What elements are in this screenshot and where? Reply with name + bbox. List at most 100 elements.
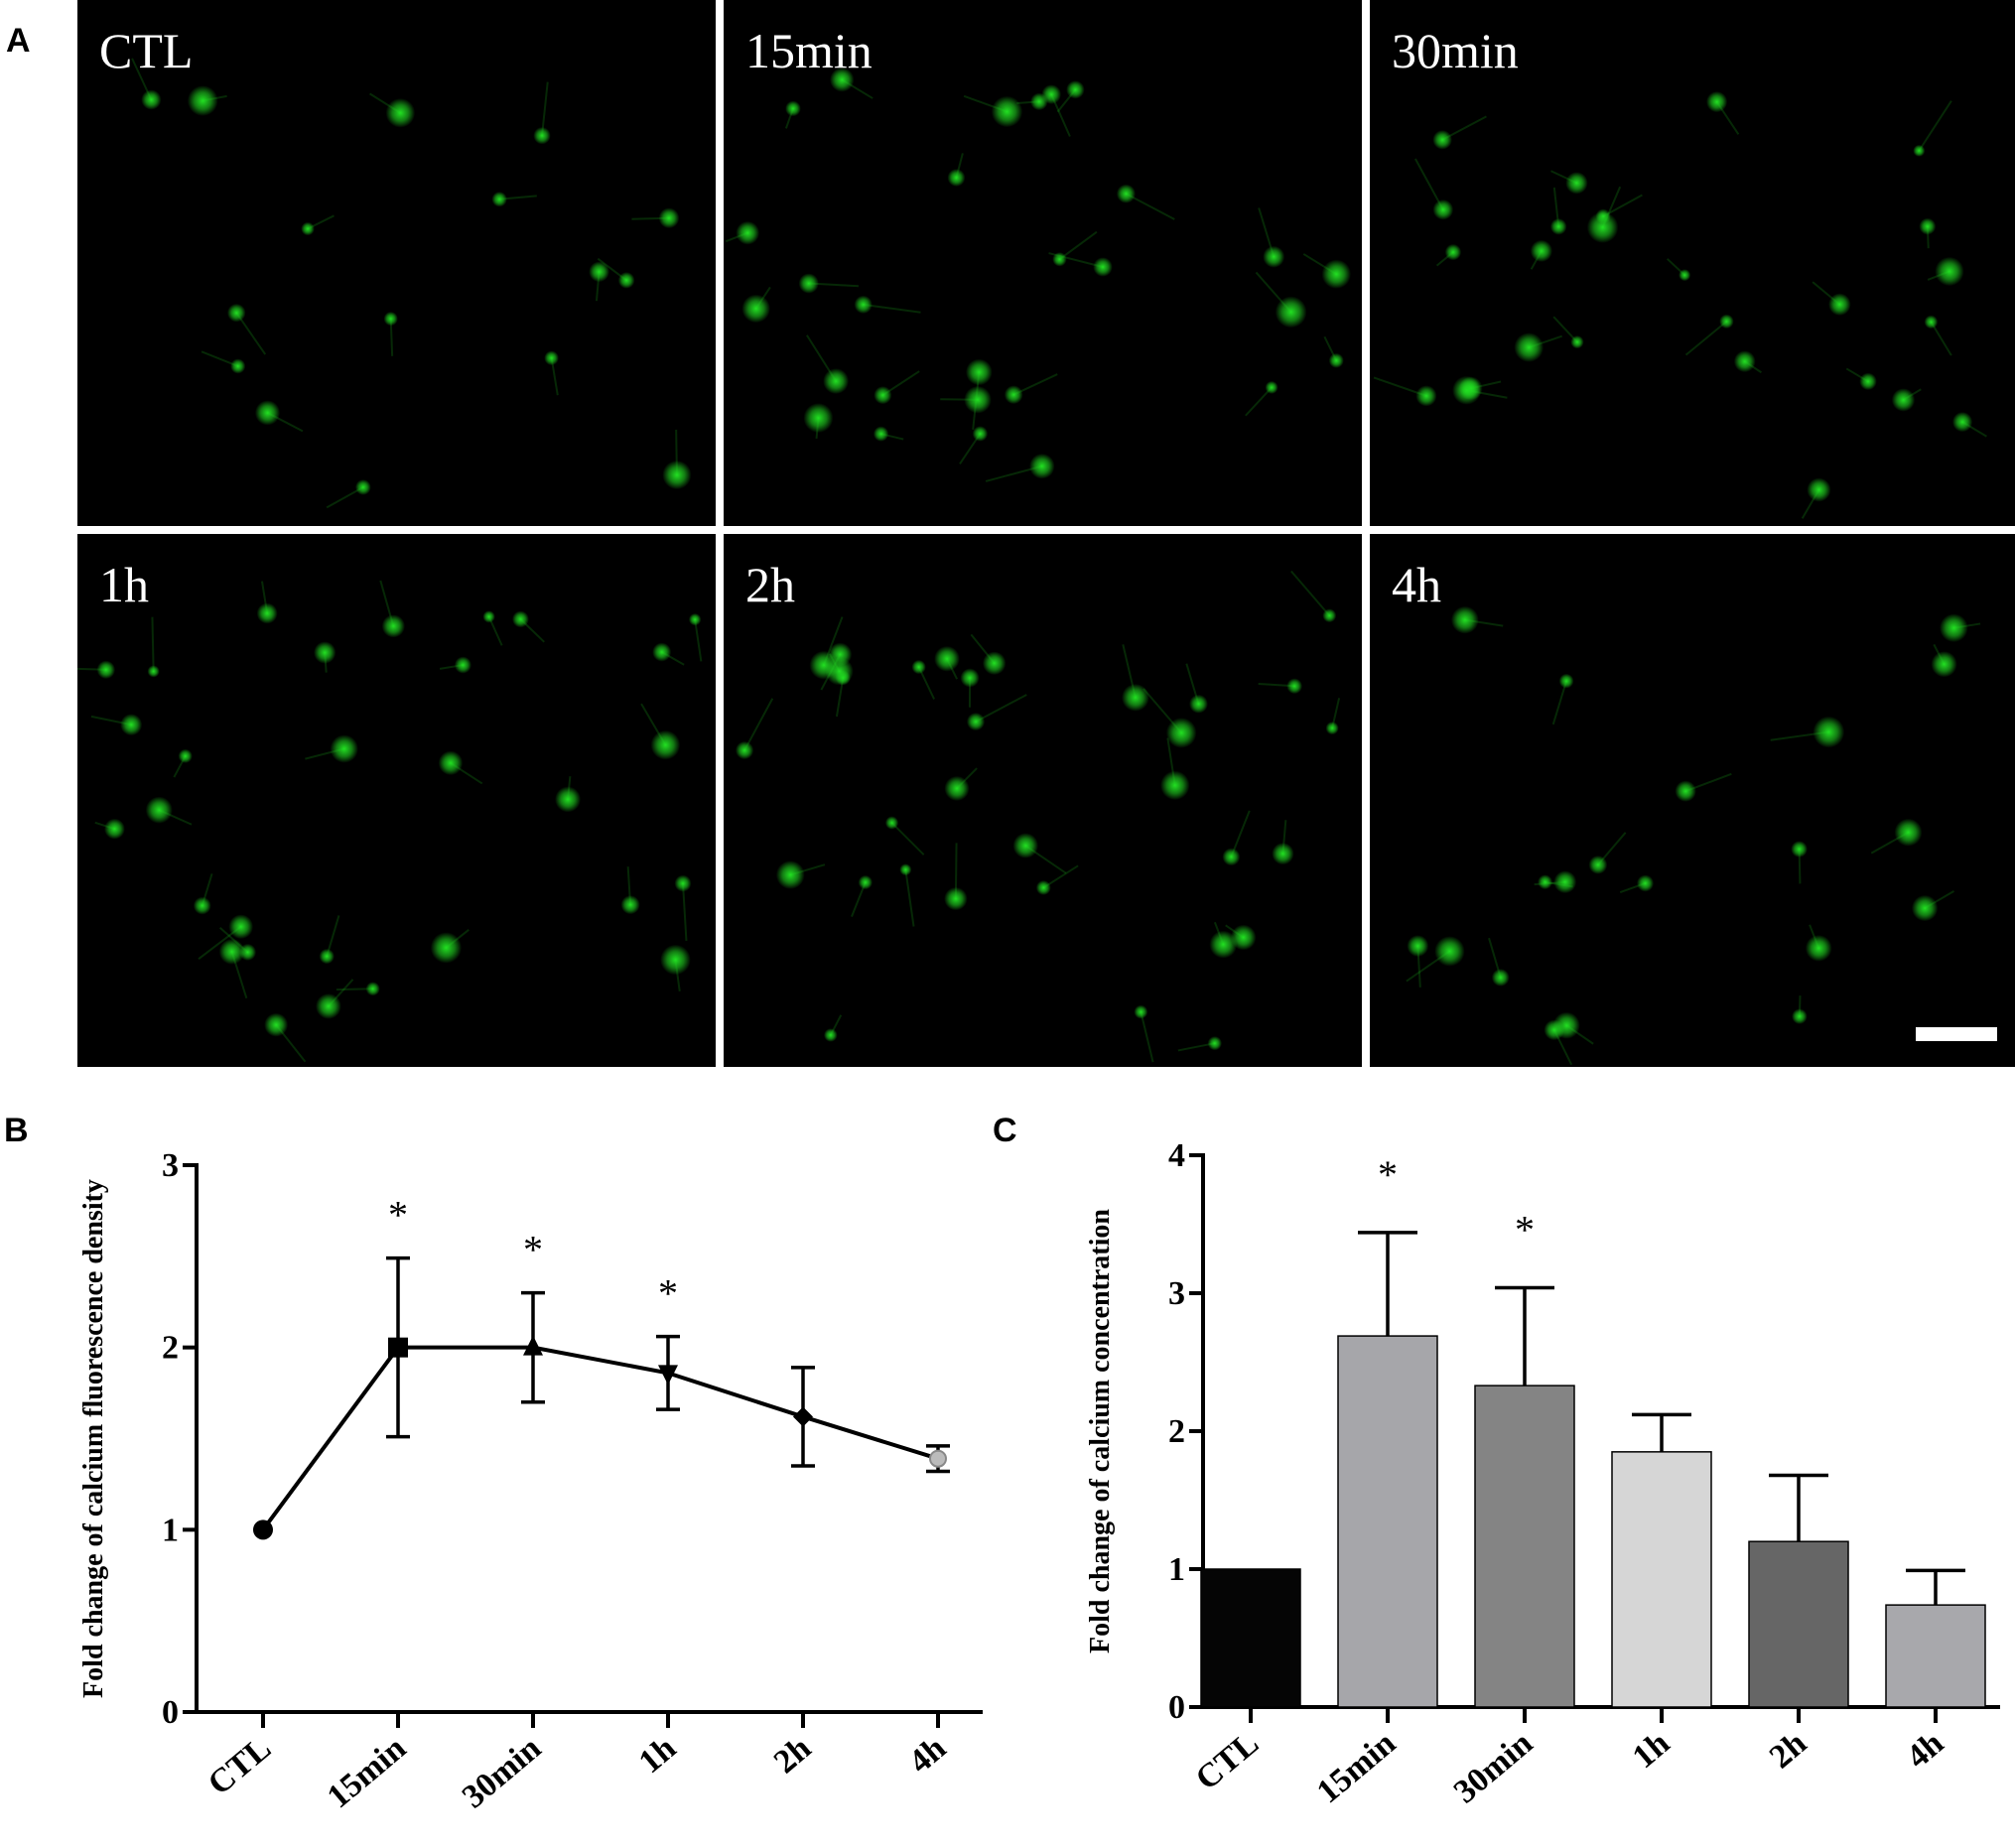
micrograph-ctl-image — [131, 58, 692, 509]
x-tick-label: 30min — [1447, 1725, 1540, 1811]
cell-body — [511, 610, 529, 628]
cell-body — [960, 668, 980, 688]
panel-c-letter: C — [993, 1112, 1017, 1149]
cell-body — [1924, 315, 1939, 330]
bar — [1200, 1568, 1301, 1708]
cell-body — [301, 221, 315, 236]
micrograph-label: 2h — [745, 557, 795, 612]
cell-process — [541, 81, 549, 136]
cell-body — [1458, 376, 1483, 401]
cell-body — [1935, 256, 1964, 287]
cell-body — [1553, 870, 1577, 894]
cell-body — [972, 426, 989, 442]
cell-body — [934, 645, 960, 672]
cell-body — [365, 982, 380, 996]
micrograph-30min: 30min — [1370, 0, 2015, 526]
cell-body — [884, 816, 899, 830]
cell-body — [991, 95, 1023, 128]
cell-process — [1290, 570, 1331, 616]
cell-body — [1940, 613, 1968, 643]
cell-body — [438, 750, 464, 776]
cell-body — [385, 97, 416, 128]
cell-body — [1679, 269, 1691, 282]
cell-body — [741, 294, 770, 324]
cell-body — [589, 261, 609, 283]
cell-body — [104, 818, 125, 840]
micrograph-grid: CTL 15min 30min 1h 2h 4h — [77, 0, 2015, 1067]
bar — [1748, 1540, 1849, 1708]
cell-body — [1052, 252, 1067, 267]
cell-body — [1813, 716, 1845, 748]
cell-body — [354, 479, 371, 495]
cell-body — [1407, 935, 1429, 958]
cell-body — [120, 714, 143, 736]
cell-body — [854, 295, 873, 315]
cell-body — [735, 740, 754, 760]
cell-body — [1558, 673, 1574, 689]
micrograph-15min-image — [725, 67, 1352, 482]
micrograph-ctl: CTL — [77, 0, 716, 526]
micrograph-label: 15min — [745, 23, 873, 78]
cell-body — [965, 358, 993, 386]
cell-body — [1586, 211, 1619, 243]
cell-body — [947, 169, 966, 187]
data-point — [793, 1406, 813, 1427]
cell-body — [256, 602, 278, 624]
cell-body — [1093, 257, 1113, 277]
micrograph-2h: 2h — [724, 534, 1362, 1067]
cell-body — [1570, 335, 1584, 349]
cell-body — [798, 273, 819, 294]
cell-body — [147, 665, 160, 678]
data-point — [929, 1449, 947, 1468]
cell-process — [1551, 680, 1568, 726]
cell-body — [660, 944, 691, 976]
data-point — [658, 1365, 678, 1386]
bar — [1611, 1451, 1712, 1708]
y-tick-label: 3 — [1168, 1275, 1185, 1312]
cell-body — [736, 220, 760, 245]
cell-body — [1004, 385, 1023, 405]
panel-b-letter: B — [4, 1112, 29, 1149]
cell-body — [1828, 293, 1851, 317]
cell-body — [944, 886, 968, 911]
micrograph-label: 1h — [99, 557, 149, 612]
micrograph-4h: 4h — [1370, 534, 2015, 1067]
significance-marker: * — [658, 1271, 678, 1316]
cell-body — [1450, 605, 1479, 634]
x-tick-label: 4h — [902, 1730, 953, 1781]
cell-body — [1719, 314, 1734, 330]
cell-body — [544, 350, 559, 366]
cell-process — [743, 698, 774, 751]
cell-body — [230, 358, 246, 374]
cell-body — [1322, 608, 1337, 623]
x-tick-label: CTL — [1189, 1725, 1266, 1797]
cell-body — [226, 303, 246, 323]
cell-body — [1805, 935, 1832, 962]
micrograph-1h: 1h — [77, 534, 716, 1067]
cell-body — [1122, 683, 1149, 712]
data-point — [523, 1335, 543, 1356]
cell-body — [1325, 722, 1339, 735]
bar-chart-concentration: 0 1 2 3 4 CTL 15min 30min 1h 2h 4h Fold change of c… — [1085, 1137, 2000, 1811]
significance-marker: * — [388, 1193, 408, 1238]
panel-a-letter: A — [6, 22, 31, 60]
bar — [1885, 1604, 1986, 1708]
cell-process — [681, 883, 688, 941]
cell-process — [694, 619, 703, 662]
cell-body — [1951, 412, 1973, 433]
cell-body — [873, 386, 892, 405]
cell-body — [1549, 218, 1567, 235]
cell-body — [1207, 1036, 1222, 1051]
cell-body — [662, 460, 692, 490]
cell-body — [1432, 198, 1454, 220]
cell-body — [482, 610, 495, 623]
cell-body — [383, 311, 398, 327]
cell-body — [1792, 1008, 1808, 1024]
cell-body — [1328, 352, 1344, 368]
cell-body — [982, 651, 1007, 676]
data-point — [388, 1337, 408, 1358]
cell-body — [1275, 296, 1307, 329]
cell-body — [1209, 930, 1238, 959]
cell-body — [1514, 332, 1545, 362]
cell-body — [620, 895, 640, 915]
